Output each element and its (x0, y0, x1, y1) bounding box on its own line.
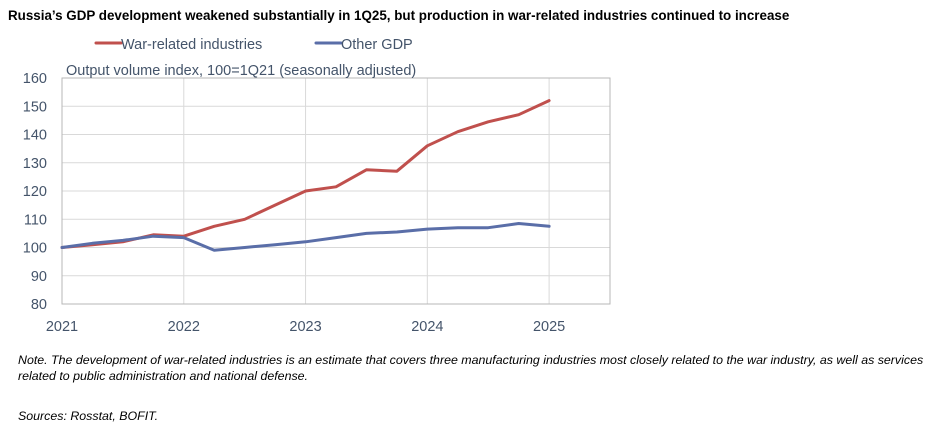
x-tick-label: 2022 (168, 319, 200, 335)
axis-ticks: 80 90 100 110 120 130 140 150 160 2021 2022 2023 202… (23, 71, 565, 335)
y-tick-label: 90 (31, 269, 47, 285)
y-tick-label: 110 (24, 212, 47, 228)
y-tick-label: 160 (23, 71, 47, 87)
legend: War-related industries Other GDP (94, 37, 413, 53)
footnote-note: Note. The development of war-related ind… (18, 353, 924, 383)
chart-subtitle: Output volume index, 100=1Q21 (seasonall… (66, 63, 416, 79)
x-tick-label: 2024 (411, 319, 443, 335)
legend-label-war-related: War-related industries (121, 37, 262, 53)
legend-label-other-gdp: Other GDP (341, 37, 413, 53)
y-tick-label: 100 (23, 241, 47, 257)
y-tick-label: 120 (23, 184, 47, 200)
plot-area-frame (61, 77, 611, 305)
x-tick-label: 2025 (533, 319, 565, 335)
series-lines (60, 99, 551, 252)
footnote-sources: Sources: Rosstat, BOFIT. (18, 409, 159, 423)
y-tick-label: 130 (23, 156, 47, 172)
chart-title: Russia’s GDP development weakened substa… (8, 8, 790, 23)
y-tick-label: 80 (31, 297, 47, 313)
y-tick-label: 150 (23, 99, 47, 115)
series-line-other-gdp (60, 222, 551, 252)
x-tick-label: 2023 (289, 319, 321, 335)
y-tick-label: 140 (23, 128, 47, 144)
x-tick-label: 2021 (46, 319, 78, 335)
